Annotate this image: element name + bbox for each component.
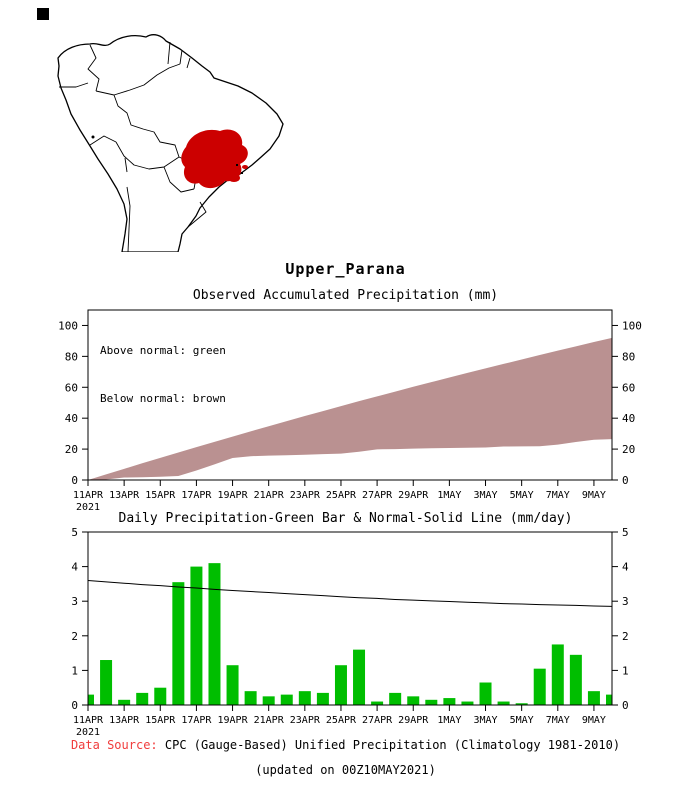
- country-borders: [59, 41, 207, 252]
- svg-text:3: 3: [71, 595, 78, 608]
- svg-text:21APR: 21APR: [254, 715, 285, 726]
- svg-text:25APR: 25APR: [326, 715, 357, 726]
- svg-text:19APR: 19APR: [217, 715, 248, 726]
- daily-chart-title: Daily Precipitation-Green Bar & Normal-S…: [118, 511, 573, 526]
- svg-text:23APR: 23APR: [290, 490, 321, 501]
- map-speck: [241, 172, 243, 174]
- normal-line: [87, 579, 613, 607]
- svg-text:15APR: 15APR: [145, 715, 176, 726]
- svg-text:0: 0: [622, 474, 629, 487]
- svg-text:4: 4: [71, 561, 78, 574]
- svg-text:13APR: 13APR: [109, 715, 140, 726]
- svg-text:20: 20: [65, 443, 78, 456]
- data-source-line: Data Source: CPC (Gauge-Based) Unified P…: [0, 738, 691, 752]
- y-axis-ticks-labels: 0 0 20 20 40 40 60 60 80 80 100 100: [58, 319, 642, 487]
- svg-text:25APR: 25APR: [326, 490, 357, 501]
- svg-text:1MAY: 1MAY: [437, 490, 461, 501]
- svg-text:60: 60: [65, 381, 78, 394]
- svg-text:20: 20: [622, 443, 635, 456]
- svg-text:80: 80: [65, 350, 78, 363]
- svg-text:29APR: 29APR: [398, 715, 429, 726]
- map-speck: [236, 164, 238, 166]
- svg-text:40: 40: [622, 412, 635, 425]
- axis-frame: [87, 531, 613, 706]
- svg-text:5MAY: 5MAY: [510, 490, 534, 501]
- svg-text:0: 0: [71, 699, 78, 712]
- svg-text:40: 40: [65, 412, 78, 425]
- svg-text:60: 60: [622, 381, 635, 394]
- svg-text:11APR: 11APR: [73, 715, 104, 726]
- svg-text:0: 0: [622, 699, 629, 712]
- svg-text:80: 80: [622, 350, 635, 363]
- svg-text:5MAY: 5MAY: [510, 715, 534, 726]
- daily-precip-bars: [88, 563, 612, 705]
- svg-text:17APR: 17APR: [181, 715, 212, 726]
- svg-text:1MAY: 1MAY: [437, 715, 461, 726]
- coastline-path: [57, 34, 284, 252]
- svg-text:7MAY: 7MAY: [546, 490, 570, 501]
- svg-text:100: 100: [622, 319, 642, 332]
- svg-text:15APR: 15APR: [145, 490, 176, 501]
- svg-text:23APR: 23APR: [290, 715, 321, 726]
- y-axis-ticks-labels: 0 0 1 1 2 2 3 3 4 4 5 5: [71, 526, 629, 712]
- svg-text:7MAY: 7MAY: [546, 715, 570, 726]
- svg-text:3MAY: 3MAY: [473, 715, 497, 726]
- svg-text:27APR: 27APR: [362, 715, 393, 726]
- svg-text:13APR: 13APR: [109, 490, 140, 501]
- svg-text:9MAY: 9MAY: [582, 715, 606, 726]
- legend-note-below: Below normal: brown: [100, 392, 226, 405]
- accumulated-chart-title: Observed Accumulated Precipitation (mm): [192, 288, 499, 303]
- footer-source-text: CPC (Gauge-Based) Unified Precipitation …: [164, 738, 621, 752]
- svg-text:2: 2: [71, 630, 78, 643]
- svg-text:21APR: 21APR: [254, 490, 285, 501]
- svg-text:0: 0: [71, 474, 78, 487]
- accumulated-chart-legend-note: Above normal: green Below normal: brown: [100, 311, 226, 439]
- svg-text:1: 1: [71, 664, 78, 677]
- below-normal-area: [88, 337, 612, 480]
- map-corner-mark: [37, 8, 49, 20]
- highlighted-region-upper-parana: [181, 129, 248, 189]
- legend-note-above: Above normal: green: [100, 344, 226, 357]
- page-title: Upper_Parana: [285, 260, 406, 278]
- svg-text:100: 100: [58, 319, 78, 332]
- svg-text:5: 5: [71, 526, 78, 539]
- svg-text:2: 2: [622, 630, 629, 643]
- footer-source-label: Data Source:: [70, 738, 158, 752]
- svg-text:5: 5: [622, 526, 629, 539]
- svg-text:19APR: 19APR: [217, 490, 248, 501]
- svg-text:11APR: 11APR: [73, 490, 104, 501]
- lake-titicaca-dot: [91, 135, 95, 139]
- svg-text:3MAY: 3MAY: [473, 490, 497, 501]
- svg-text:1: 1: [622, 664, 629, 677]
- svg-text:29APR: 29APR: [398, 490, 429, 501]
- svg-text:27APR: 27APR: [362, 490, 393, 501]
- updated-line: (updated on 00Z10MAY2021): [255, 763, 436, 777]
- south-america-map: [37, 8, 284, 252]
- highlighted-region-patch-small: [242, 165, 248, 169]
- svg-text:3: 3: [622, 595, 629, 608]
- svg-text:17APR: 17APR: [181, 490, 212, 501]
- svg-text:4: 4: [622, 561, 629, 574]
- highlighted-region-patch: [228, 174, 240, 182]
- svg-text:2021: 2021: [76, 727, 100, 738]
- axis-frame: [87, 309, 613, 481]
- svg-text:9MAY: 9MAY: [582, 490, 606, 501]
- svg-text:2021: 2021: [76, 502, 100, 513]
